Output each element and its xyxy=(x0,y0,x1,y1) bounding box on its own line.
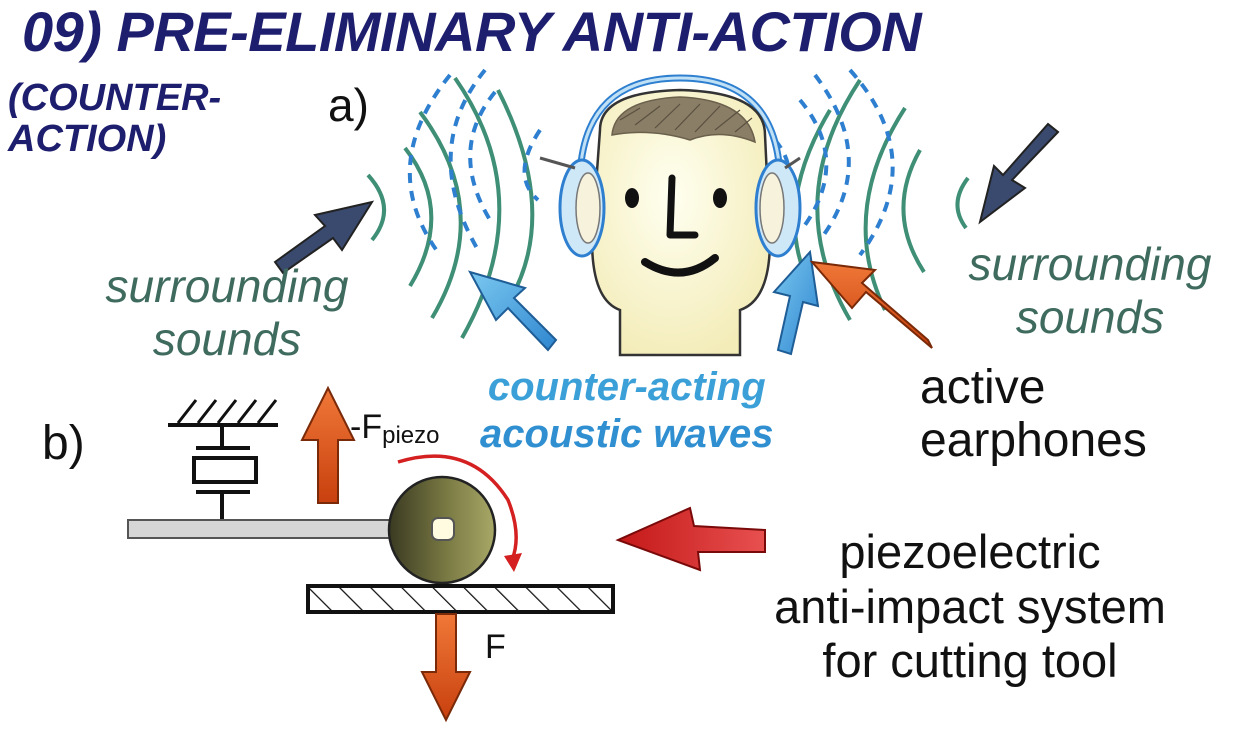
surrounding-left-line2: sounds xyxy=(152,313,302,366)
piezo-line2: anti-impact system xyxy=(774,579,1166,633)
fixed-support xyxy=(168,399,278,448)
piezo-system-arrow xyxy=(615,506,766,572)
head-with-headphones xyxy=(539,74,802,357)
right-surrounding-arrow xyxy=(978,122,1060,225)
subtitle: (COUNTER- ACTION) xyxy=(8,77,222,161)
piezo-force-main: -F xyxy=(350,408,383,446)
right-eye xyxy=(713,188,727,208)
piezo-force-sub: piezo xyxy=(382,422,440,449)
hair xyxy=(611,96,756,144)
nose xyxy=(666,174,699,239)
counter-acting-line1: counter-acting xyxy=(487,365,766,409)
active-earphones-line2: earphones xyxy=(920,413,1147,467)
page-title: 09) PRE-ELIMINARY ANTI-ACTION xyxy=(22,0,922,63)
piezo-force-arrow xyxy=(300,385,356,504)
panel-a-label: a) xyxy=(328,79,369,131)
right-counter-arrow xyxy=(772,249,820,356)
left-eye xyxy=(625,188,639,208)
surrounding-left-line1: surrounding xyxy=(105,260,349,312)
surrounding-right-line2: sounds xyxy=(1015,291,1165,344)
subtitle-line1: (COUNTER- xyxy=(8,77,222,119)
piezo-line1: piezoelectric xyxy=(839,525,1101,578)
panel-b-label: b) xyxy=(42,417,85,470)
left-counter-arrow xyxy=(467,270,558,352)
active-earphones-line1: active xyxy=(920,361,1046,414)
rotation-arrow xyxy=(397,454,518,561)
surrounding-sounds-right: surrounding sounds xyxy=(940,238,1240,345)
counter-acting-line2: acoustic waves xyxy=(480,412,774,457)
surrounding-sounds-left: surrounding sounds xyxy=(62,260,392,367)
piezo-system-label: piezoelectric anti-impact system for cut… xyxy=(690,525,1250,689)
subtitle-line2: ACTION) xyxy=(8,118,167,161)
active-earphones-label: active earphones xyxy=(920,361,1147,468)
piezo-actuator xyxy=(192,446,258,520)
piezo-line3: for cutting tool xyxy=(822,634,1118,688)
counter-acting-label: counter-acting acoustic waves xyxy=(480,364,774,458)
workpiece xyxy=(306,584,615,614)
piezo-force-label: -Fpiezo xyxy=(350,410,439,448)
earphone-arrow xyxy=(809,260,933,349)
mouth xyxy=(641,254,719,277)
force-label: F xyxy=(485,628,506,666)
surrounding-right-line1: surrounding xyxy=(968,238,1212,290)
left-counter-waves xyxy=(407,68,542,257)
force-arrow xyxy=(420,613,472,723)
left-surrounding-arrow xyxy=(273,200,375,275)
